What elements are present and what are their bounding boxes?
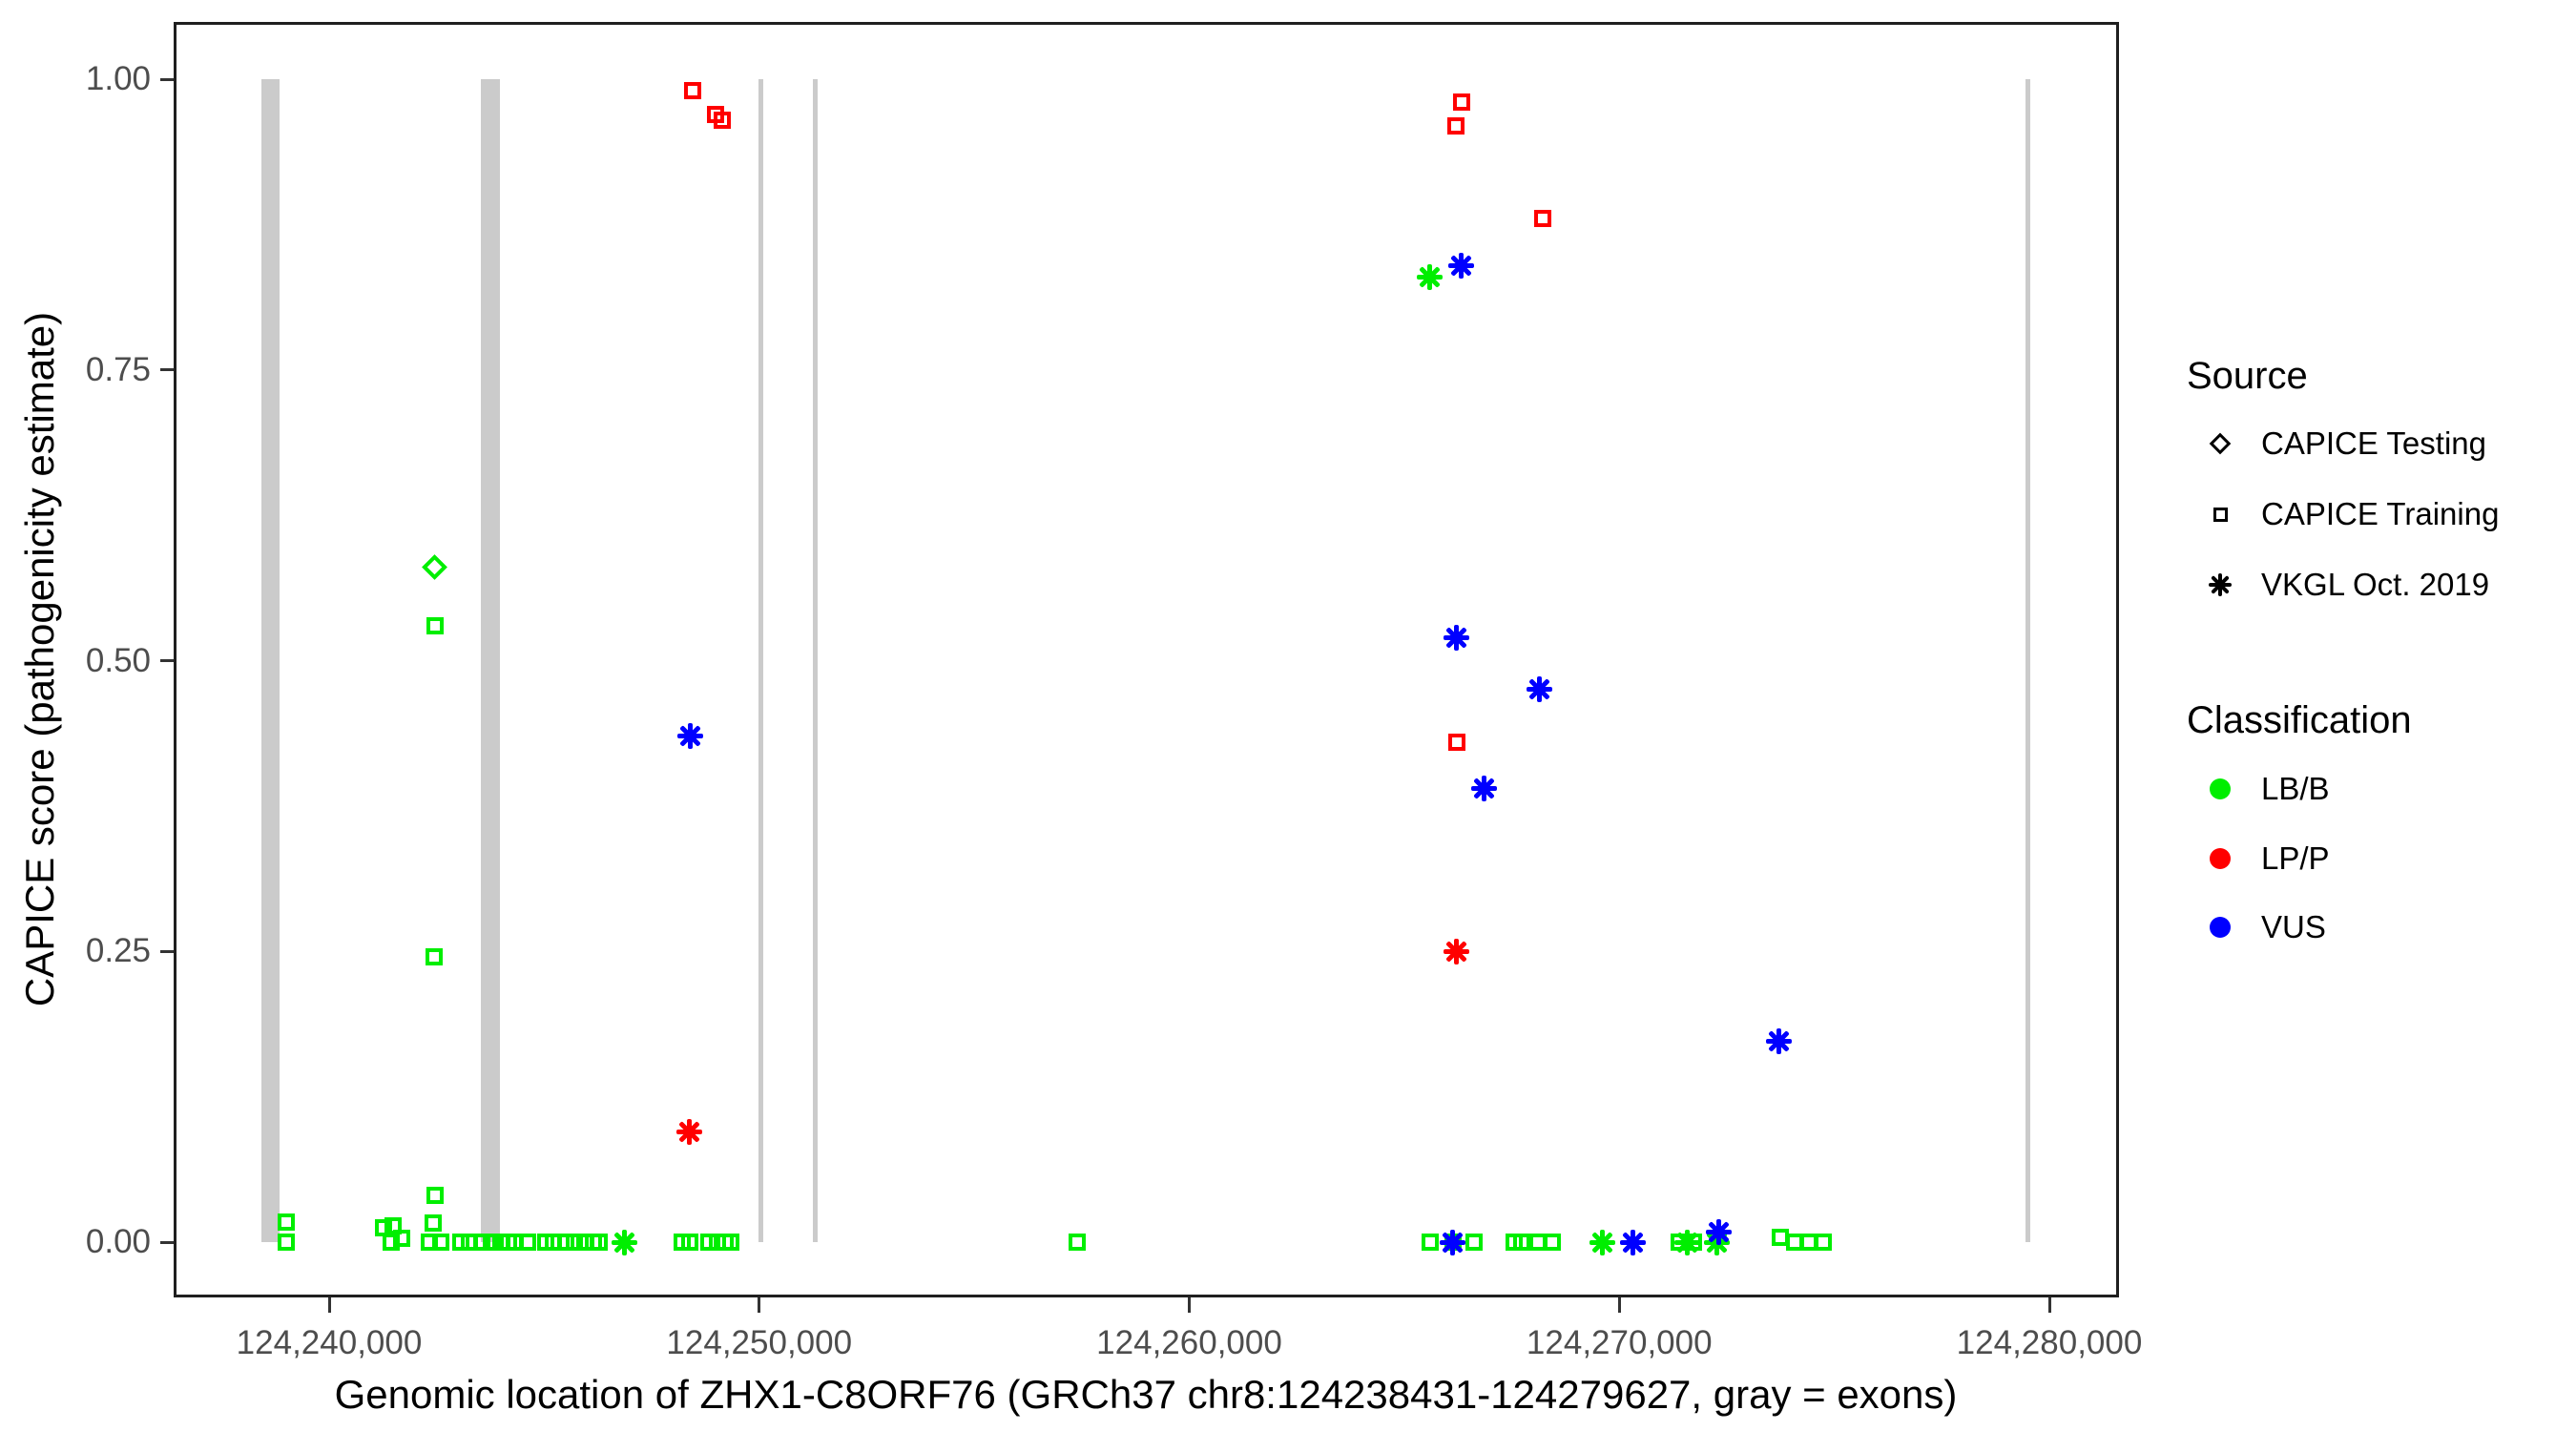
data-point-square — [590, 1234, 608, 1251]
legend-classification-title: Classification — [2187, 699, 2412, 741]
data-point-asterisk — [1440, 1229, 1466, 1255]
legend-label: VKGL Oct. 2019 — [2261, 567, 2490, 602]
data-point-square — [1446, 116, 1465, 135]
data-point-square — [482, 1234, 500, 1251]
data-point-asterisk — [1471, 776, 1498, 802]
x-axis-tick — [1188, 1297, 1191, 1313]
data-point-square — [713, 111, 731, 129]
x-axis-title: Genomic location of ZHX1-C8ORF76 (GRCh37… — [334, 1372, 1958, 1417]
data-point-square — [680, 1234, 698, 1251]
plot-panel — [174, 22, 2119, 1297]
data-point-square — [426, 616, 444, 634]
data-point-square — [424, 1214, 442, 1233]
data-point-square — [1421, 1234, 1439, 1251]
y-axis-tick — [160, 77, 174, 81]
x-tick-label: 124,240,000 — [236, 1324, 423, 1361]
exon-bar — [758, 79, 764, 1242]
legend-label: LP/P — [2261, 840, 2330, 876]
y-axis-tick — [160, 1240, 174, 1244]
x-axis-tick — [2047, 1297, 2051, 1313]
data-point-square — [1543, 1234, 1561, 1251]
lpp-dot-icon — [2210, 848, 2231, 869]
data-point-square — [392, 1230, 410, 1248]
asterisk-icon — [2209, 573, 2232, 596]
data-point-square — [472, 1234, 490, 1251]
data-point-square — [1069, 1234, 1087, 1251]
square-icon — [2212, 507, 2228, 522]
data-point-square — [1533, 210, 1551, 228]
legend-label: CAPICE Training — [2261, 496, 2500, 531]
exon-bar — [261, 79, 280, 1242]
y-tick-label: 0.00 — [85, 1223, 151, 1260]
y-axis-tick — [160, 659, 174, 662]
legend-item-capice-training: CAPICE Training — [2187, 493, 2499, 535]
y-axis-tick — [160, 368, 174, 372]
data-point-square — [1452, 93, 1470, 112]
x-axis-tick — [758, 1297, 761, 1313]
data-point-asterisk — [1619, 1229, 1646, 1255]
legend-item-lpp: LP/P — [2187, 838, 2330, 880]
data-point-asterisk — [1589, 1229, 1615, 1255]
legend-item-vkgl: VKGL Oct. 2019 — [2187, 564, 2489, 606]
data-point-square — [1465, 1234, 1483, 1251]
data-point-asterisk — [1448, 252, 1475, 279]
data-point-square — [1447, 733, 1465, 751]
data-point-square — [278, 1234, 296, 1251]
data-point-square — [1815, 1234, 1833, 1251]
data-point-square — [426, 1187, 444, 1205]
exon-bar — [2025, 79, 2030, 1242]
data-point-square — [683, 82, 701, 100]
y-tick-label: 0.75 — [85, 350, 151, 388]
data-point-asterisk — [1527, 676, 1553, 703]
exon-bar — [813, 79, 819, 1242]
x-axis-tick — [327, 1297, 331, 1313]
legend-item-lbb: LB/B — [2187, 768, 2330, 810]
data-point-asterisk — [1444, 624, 1470, 651]
x-axis-tick — [1617, 1297, 1621, 1313]
legend-item-capice-testing: CAPICE Testing — [2187, 423, 2486, 465]
x-tick-label: 124,260,000 — [1096, 1324, 1282, 1361]
data-point-asterisk — [1673, 1229, 1700, 1255]
legend-label: CAPICE Testing — [2261, 425, 2486, 461]
data-point-asterisk — [612, 1229, 638, 1255]
y-axis-tick — [160, 949, 174, 953]
data-point-square — [1512, 1234, 1530, 1251]
data-point-asterisk — [1765, 1027, 1792, 1054]
x-tick-label: 124,270,000 — [1526, 1324, 1713, 1361]
data-point-square — [278, 1213, 296, 1232]
legend-label: VUS — [2261, 909, 2326, 944]
data-point-square — [382, 1234, 400, 1251]
diamond-icon — [2209, 432, 2232, 455]
data-point-asterisk — [1705, 1218, 1732, 1245]
legend-source-title: Source — [2187, 355, 2308, 397]
data-point-square — [556, 1234, 574, 1251]
data-point-asterisk — [676, 1118, 703, 1145]
data-point-square — [425, 948, 443, 966]
data-point-asterisk — [677, 723, 704, 750]
data-point-asterisk — [1417, 263, 1444, 290]
x-tick-label: 124,280,000 — [1956, 1324, 2143, 1361]
y-tick-label: 0.25 — [85, 932, 151, 970]
y-tick-label: 1.00 — [85, 60, 151, 97]
data-point-asterisk — [1444, 938, 1470, 964]
exon-bar — [480, 79, 500, 1242]
data-point-square — [518, 1234, 536, 1251]
x-tick-label: 124,250,000 — [666, 1324, 853, 1361]
data-point-square — [420, 1234, 438, 1251]
data-point-square — [431, 1234, 449, 1251]
vus-dot-icon — [2210, 917, 2231, 938]
legend-label: LB/B — [2261, 771, 2330, 806]
data-point-square — [565, 1234, 583, 1251]
legend-item-vus: VUS — [2187, 906, 2326, 948]
data-point-square — [722, 1234, 740, 1251]
y-tick-label: 0.50 — [85, 641, 151, 679]
lbb-dot-icon — [2210, 778, 2231, 799]
